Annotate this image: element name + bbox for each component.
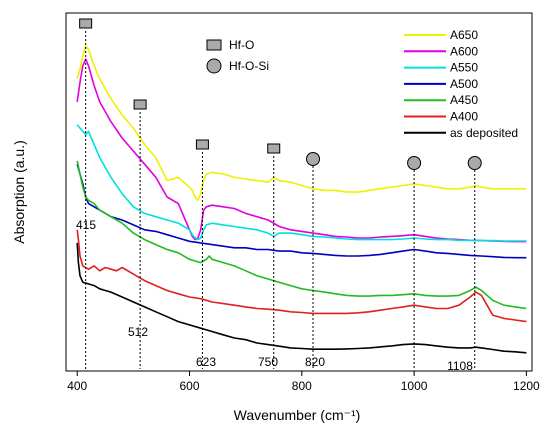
- legend-label-6: as deposited: [450, 126, 518, 140]
- series-line-3: [76, 163, 527, 259]
- annotation-labels: 415 512 623 750 820 1108: [76, 218, 473, 373]
- legend-square-icon: [206, 39, 222, 51]
- x-ticks: 400 600 800 1000 1200: [67, 371, 540, 393]
- annotation-label-2: 623: [196, 355, 216, 369]
- circle-marker-5: [407, 156, 422, 170]
- square-marker-1: [133, 99, 147, 110]
- legend-circle-icon: [206, 58, 222, 74]
- legend-label-4: A450: [450, 93, 478, 107]
- square-marker-2: [195, 139, 209, 150]
- y-axis-title: Absorption (a.u.): [11, 140, 27, 244]
- annotation-label-4: 820: [305, 355, 325, 369]
- series-line-5: [76, 229, 527, 323]
- marker-legend: Hf-O Hf-O-Si: [206, 38, 269, 74]
- legend-label-2: A550: [450, 61, 478, 75]
- series-legend: A650 A600 A550 A500 A450 A400 as deposited: [404, 28, 518, 140]
- annotation-label-6: 1108: [447, 359, 473, 373]
- legend-label-1: A600: [450, 44, 478, 58]
- x-axis-title: Wavenumber (cm⁻¹): [234, 407, 361, 423]
- marker-legend-label-0: Hf-O: [229, 38, 254, 52]
- x-tick-label-3: 1000: [401, 379, 428, 393]
- plot-frame: [65, 12, 533, 372]
- annotation-lines: [85, 31, 476, 369]
- annotation-label-1: 512: [128, 325, 148, 339]
- circle-marker-6: [467, 156, 482, 170]
- series-line-6: [76, 242, 527, 354]
- annotation-label-0: 415: [76, 218, 96, 232]
- legend-label-0: A650: [450, 28, 478, 42]
- x-tick-label-1: 600: [180, 379, 200, 393]
- marker-legend-label-1: Hf-O-Si: [229, 59, 269, 73]
- legend-label-5: A400: [450, 110, 478, 124]
- x-tick-label-0: 400: [67, 379, 87, 393]
- circle-marker-4: [306, 152, 321, 166]
- annotation-label-3: 750: [258, 355, 278, 369]
- x-tick-label-4: 1200: [513, 379, 540, 393]
- series-line-1: [76, 58, 527, 243]
- series-lines: [76, 45, 527, 354]
- legend-label-3: A500: [450, 77, 478, 91]
- square-marker-3: [267, 143, 281, 154]
- square-marker-0: [79, 18, 93, 29]
- series-line-0: [76, 45, 527, 202]
- x-tick-label-2: 800: [292, 379, 312, 393]
- annotation-markers: [79, 18, 482, 170]
- series-line-2: [76, 124, 527, 242]
